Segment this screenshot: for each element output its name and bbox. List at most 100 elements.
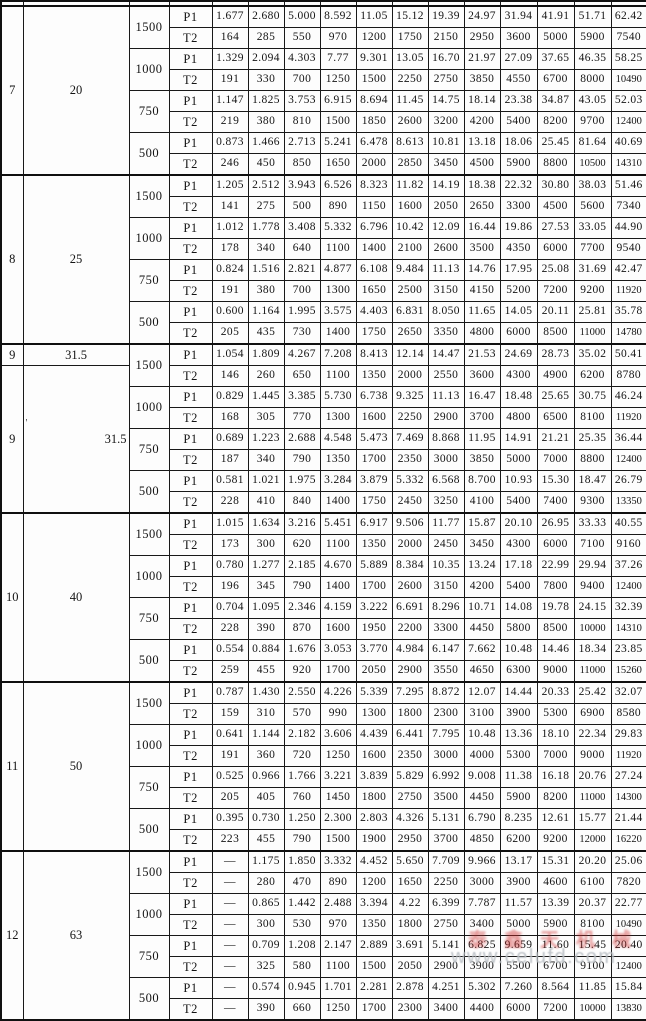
speed-cell: 1000 bbox=[128, 386, 170, 429]
value-cell: 7340 bbox=[610, 196, 646, 218]
value-cell: 9100 bbox=[573, 956, 612, 978]
value-cell: 18.10 bbox=[536, 724, 575, 746]
row-label-cell: T2 bbox=[168, 534, 213, 556]
value-cell: 10490 bbox=[610, 69, 646, 91]
value-cell: 5900 bbox=[573, 27, 612, 49]
value-cell: 14300 bbox=[610, 787, 646, 809]
value-cell: 1750 bbox=[391, 27, 429, 49]
spec-row: 9 31.5 1500 P1 1.054 1.809 4.267 7.208 8.413 12.1… bbox=[0, 343, 646, 387]
value-cell: 6.147 bbox=[427, 639, 465, 661]
value-cell: 30.75 bbox=[573, 386, 612, 408]
row-label-cell: T2 bbox=[168, 872, 213, 894]
speed-cell: 1500 bbox=[128, 5, 170, 49]
value-cell: 8.323 bbox=[355, 174, 393, 197]
value-cell: 2000 bbox=[355, 153, 393, 176]
value-cell: 9200 bbox=[536, 829, 575, 852]
value-cell: 32.39 bbox=[610, 597, 646, 619]
value-cell: 9.659 bbox=[499, 935, 538, 957]
value-cell: 1.809 bbox=[247, 343, 285, 366]
value-cell: 12400 bbox=[610, 576, 646, 598]
value-cell: — bbox=[211, 893, 249, 915]
value-cell: 3400 bbox=[427, 998, 465, 1021]
value-cell: 1800 bbox=[391, 914, 429, 936]
value-cell: 2.821 bbox=[283, 259, 321, 281]
value-cell: 3100 bbox=[463, 703, 501, 725]
value-cell: 6.992 bbox=[427, 766, 465, 788]
value-cell: 4.159 bbox=[319, 597, 357, 619]
speed-cell: 1000 bbox=[128, 893, 170, 936]
value-cell: 1300 bbox=[319, 407, 357, 429]
speed-cell: 500 bbox=[128, 639, 170, 683]
value-cell: 3.284 bbox=[319, 470, 357, 492]
value-cell: 30.80 bbox=[536, 174, 575, 197]
value-cell: 15.87 bbox=[463, 512, 501, 535]
value-cell: 27.24 bbox=[610, 766, 646, 788]
value-cell: 5400 bbox=[499, 576, 538, 598]
value-cell: 2.346 bbox=[283, 597, 321, 619]
row-label-cell: T2 bbox=[168, 914, 213, 936]
spec-row: T2 205 435 730 1400 1750 2650 3350 4800 6000 8500 1… bbox=[1, 322, 646, 345]
row-label-cell: P1 bbox=[168, 386, 213, 408]
spec-row: 8 25 1500 P1 1.205 2.512 3.943 6.526 8.323 11.82 1… bbox=[0, 174, 646, 345]
value-cell: 9160 bbox=[610, 534, 646, 556]
row-label-cell: P1 bbox=[168, 977, 213, 999]
row-label-cell: T2 bbox=[168, 322, 213, 345]
value-cell: 2950 bbox=[391, 829, 429, 852]
speed-cell: 1000 bbox=[128, 217, 170, 260]
value-cell: 1650 bbox=[319, 153, 357, 176]
value-cell: 11000 bbox=[573, 660, 612, 683]
value-cell: 20.10 bbox=[499, 512, 538, 535]
value-cell: 18.48 bbox=[499, 386, 538, 408]
value-cell: 6900 bbox=[573, 703, 612, 725]
value-cell: 5.241 bbox=[319, 132, 357, 154]
spec-row: 1000 P1 0.829 1.445 3.385 5.730 6.738 9.325 11.1… bbox=[1, 386, 646, 429]
row-label-cell: T2 bbox=[168, 956, 213, 978]
value-cell: 3.753 bbox=[283, 90, 321, 112]
value-cell: 40.55 bbox=[610, 512, 646, 535]
spec-row: 10 40 1500 P1 1.015 1.634 3.216 5.451 6.917 9.506… bbox=[0, 512, 646, 683]
value-cell: 2.281 bbox=[355, 977, 393, 999]
value-cell: 178 bbox=[211, 238, 249, 260]
value-cell: 3850 bbox=[463, 69, 501, 91]
value-cell: 6.691 bbox=[391, 597, 429, 619]
value-cell: 7100 bbox=[573, 534, 612, 556]
ratio-cell: 63 bbox=[22, 850, 130, 1021]
value-cell: 5900 bbox=[536, 914, 575, 936]
value-cell: 44.90 bbox=[610, 217, 646, 239]
value-cell: 18.14 bbox=[463, 90, 501, 112]
value-cell: 2350 bbox=[391, 449, 429, 471]
value-cell: 8.235 bbox=[499, 808, 538, 830]
value-cell: 530 bbox=[283, 914, 321, 936]
value-cell: 4.877 bbox=[319, 259, 357, 281]
value-cell: 5.141 bbox=[427, 935, 465, 957]
value-cell: 3.053 bbox=[319, 639, 357, 661]
row-label-cell: T2 bbox=[168, 27, 213, 49]
value-cell: 13.36 bbox=[499, 724, 538, 746]
value-cell: 0.709 bbox=[247, 935, 285, 957]
value-cell: 6.796 bbox=[355, 217, 393, 239]
value-cell: 9300 bbox=[573, 491, 612, 514]
value-cell: 8.700 bbox=[463, 470, 501, 492]
value-cell: 6100 bbox=[573, 872, 612, 894]
value-cell: 14.08 bbox=[499, 597, 538, 619]
value-cell: 1.144 bbox=[247, 724, 285, 746]
value-cell: 7.795 bbox=[427, 724, 465, 746]
value-cell: 7.787 bbox=[463, 893, 501, 915]
value-cell: 14.05 bbox=[499, 301, 538, 323]
ratio-cell: 50 bbox=[22, 681, 130, 852]
value-cell: 1.054 bbox=[211, 343, 249, 366]
value-cell: 7820 bbox=[610, 872, 646, 894]
row-label-cell: T2 bbox=[168, 111, 213, 133]
value-cell: 20.11 bbox=[536, 301, 575, 323]
value-cell: 6.917 bbox=[355, 512, 393, 535]
value-cell: 4.251 bbox=[427, 977, 465, 999]
value-cell: 970 bbox=[319, 27, 357, 49]
row-label-cell: P1 bbox=[168, 681, 213, 704]
ratio-cell: 31.5 bbox=[22, 343, 130, 366]
value-cell: 19.39 bbox=[427, 5, 465, 28]
value-cell: 0.730 bbox=[247, 808, 285, 830]
value-cell: 2.688 bbox=[283, 428, 321, 450]
value-cell: 2650 bbox=[391, 322, 429, 345]
value-cell: 4450 bbox=[463, 787, 501, 809]
value-cell: 205 bbox=[211, 322, 249, 345]
